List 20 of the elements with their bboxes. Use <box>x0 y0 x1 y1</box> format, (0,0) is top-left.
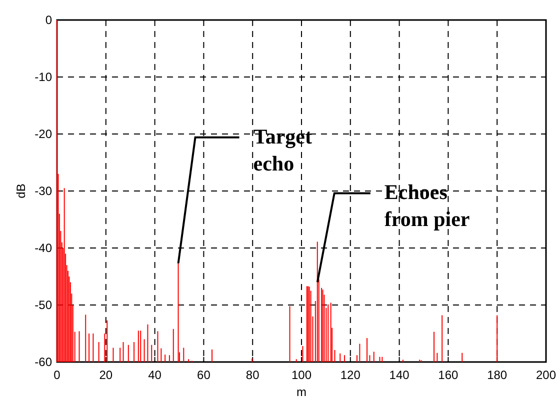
x-tick-label: 120 <box>340 368 361 382</box>
y-tick-label: -50 <box>34 298 52 312</box>
x-tick-label: 0 <box>54 368 61 382</box>
y-tick-label: -10 <box>34 70 52 84</box>
y-tick-label: -20 <box>34 127 52 141</box>
y-tick-label: -60 <box>34 355 52 369</box>
x-tick-label: 160 <box>438 368 459 382</box>
x-tick-label: 80 <box>246 368 260 382</box>
x-tick-label: 100 <box>291 368 312 382</box>
x-tick-label: 140 <box>389 368 410 382</box>
x-axis-title: m <box>296 385 306 399</box>
y-axis-title: dB <box>14 184 28 198</box>
x-tick-label: 200 <box>536 368 556 382</box>
x-tick-label: 60 <box>197 368 211 382</box>
x-tick-label: 180 <box>487 368 508 382</box>
x-tick-label: 20 <box>99 368 113 382</box>
y-tick-label: 0 <box>45 13 52 27</box>
y-tick-label: -40 <box>34 241 52 255</box>
y-tick-label: -30 <box>34 184 52 198</box>
x-tick-label: 40 <box>148 368 162 382</box>
